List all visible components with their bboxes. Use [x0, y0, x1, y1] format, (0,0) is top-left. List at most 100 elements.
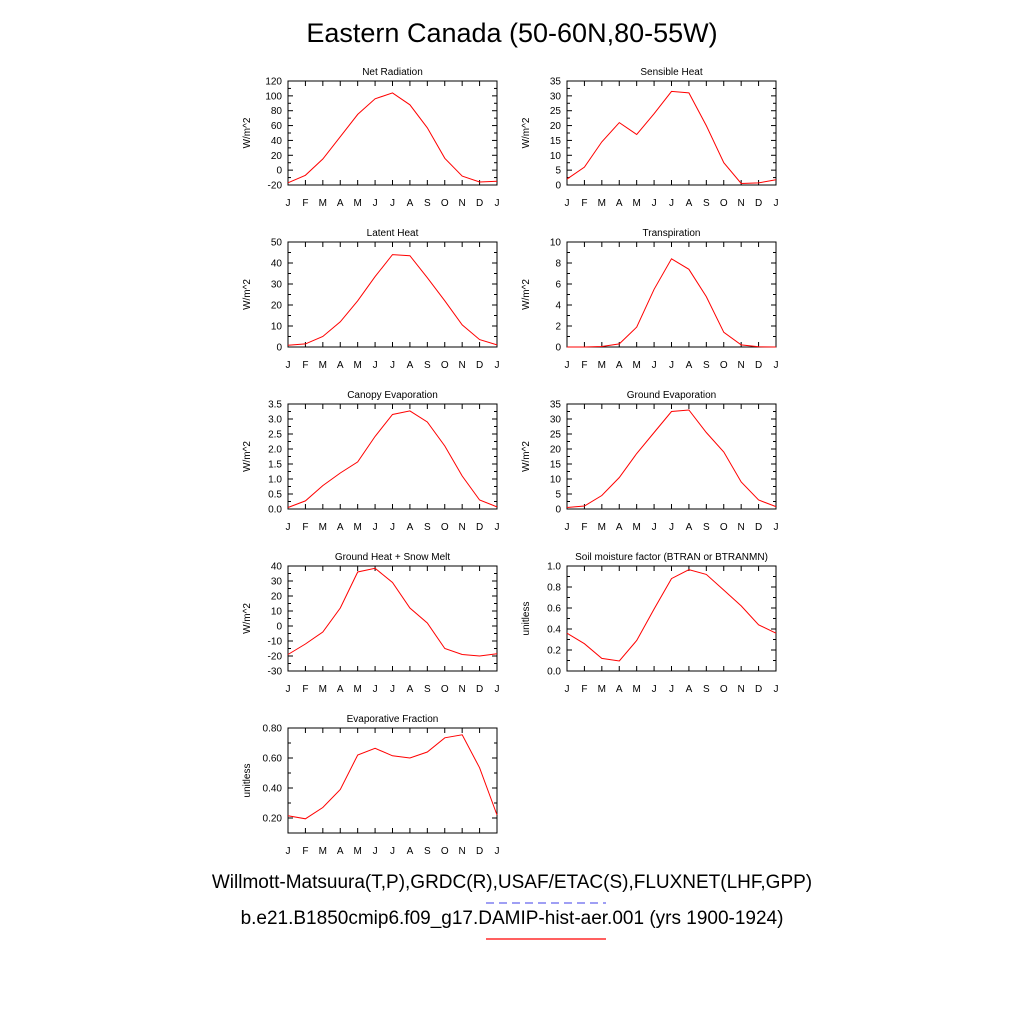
x-tick-label: D — [476, 846, 483, 857]
x-tick-label: J — [390, 522, 395, 533]
y-tick-label: 0 — [276, 343, 282, 354]
page-title: Eastern Canada (50-60N,80-55W) — [306, 18, 718, 48]
panel-title: Latent Heat — [367, 228, 419, 239]
x-tick-label: J — [373, 360, 378, 371]
panel-title: Ground Heat + Snow Melt — [335, 552, 451, 563]
x-tick-label: F — [302, 522, 308, 533]
x-tick-label: D — [755, 360, 762, 371]
legend-model-label: b.e21.B1850cmip6.f09_g17.DAMIP-hist-aer.… — [240, 908, 784, 929]
x-tick-label: D — [476, 198, 483, 209]
x-tick-label: J — [390, 846, 395, 857]
y-tick-label: 10 — [550, 475, 562, 486]
y-tick-label: -30 — [268, 667, 283, 678]
y-tick-label: 60 — [271, 121, 283, 132]
x-tick-label: D — [755, 198, 762, 209]
x-tick-label: D — [476, 684, 483, 695]
x-tick-label: J — [495, 684, 500, 695]
x-tick-label: J — [774, 684, 779, 695]
y-axis-label: W/m^2 — [242, 603, 253, 634]
series-line — [566, 409, 777, 508]
y-tick-label: 120 — [265, 77, 282, 88]
y-tick-label: 2.5 — [268, 430, 282, 441]
x-tick-label: M — [353, 522, 361, 533]
y-tick-label: 0.80 — [263, 724, 283, 735]
x-tick-label: F — [302, 684, 308, 695]
x-tick-label: S — [424, 684, 431, 695]
x-tick-label: A — [407, 846, 414, 857]
x-tick-label: J — [373, 846, 378, 857]
y-tick-label: 50 — [271, 238, 283, 249]
panel-title: Transpiration — [643, 228, 701, 239]
x-tick-label: M — [319, 522, 327, 533]
x-tick-label: A — [616, 198, 623, 209]
x-tick-label: M — [598, 522, 606, 533]
x-tick-label: A — [337, 684, 344, 695]
x-tick-label: J — [774, 360, 779, 371]
series-line — [287, 567, 498, 657]
x-tick-label: N — [459, 198, 466, 209]
x-tick-label: S — [424, 846, 431, 857]
y-tick-label: 30 — [550, 91, 562, 102]
x-tick-label: D — [476, 360, 483, 371]
series-line — [287, 92, 498, 184]
legend-obs-label: Willmott-Matsuura(T,P),GRDC(R),USAF/ETAC… — [211, 872, 813, 893]
x-tick-label: A — [616, 684, 623, 695]
x-tick-label: J — [669, 684, 674, 695]
series-line — [567, 258, 777, 348]
y-axis-label: W/m^2 — [521, 117, 532, 148]
x-tick-label: S — [703, 198, 710, 209]
x-tick-label: A — [407, 684, 414, 695]
y-tick-label: 0 — [555, 505, 561, 516]
x-tick-label: M — [319, 360, 327, 371]
x-tick-label: J — [390, 684, 395, 695]
x-tick-label: J — [286, 846, 291, 857]
plot-frame — [287, 80, 498, 186]
x-tick-label: J — [390, 198, 395, 209]
x-tick-label: M — [319, 684, 327, 695]
plot-frame — [287, 727, 498, 834]
x-tick-label: J — [495, 360, 500, 371]
y-tick-label: 20 — [550, 121, 562, 132]
x-tick-label: J — [669, 360, 674, 371]
plot-frame — [287, 241, 498, 348]
y-tick-label: 40 — [271, 562, 283, 573]
x-tick-label: A — [337, 846, 344, 857]
x-tick-label: N — [459, 684, 466, 695]
x-tick-label: M — [319, 846, 327, 857]
x-tick-label: J — [373, 684, 378, 695]
x-tick-label: A — [337, 360, 344, 371]
x-tick-label: M — [632, 360, 640, 371]
x-tick-label: A — [686, 198, 693, 209]
x-tick-label: M — [632, 684, 640, 695]
x-tick-label: F — [302, 360, 308, 371]
x-tick-label: M — [598, 360, 606, 371]
x-tick-label: J — [286, 198, 291, 209]
x-tick-label: S — [703, 522, 710, 533]
x-tick-label: D — [755, 684, 762, 695]
y-tick-label: 35 — [550, 77, 562, 88]
y-tick-label: 20 — [271, 592, 283, 603]
x-tick-label: M — [353, 360, 361, 371]
y-tick-label: 40 — [271, 136, 283, 147]
x-tick-label: O — [720, 522, 728, 533]
y-tick-label: 2 — [555, 322, 561, 333]
x-tick-label: F — [302, 846, 308, 857]
panel-title: Canopy Evaporation — [347, 390, 438, 401]
x-tick-label: F — [302, 198, 308, 209]
x-tick-label: M — [353, 198, 361, 209]
y-tick-label: -10 — [268, 637, 283, 648]
legend-obs-swatch — [486, 902, 606, 904]
x-tick-label: J — [373, 522, 378, 533]
x-tick-label: J — [652, 360, 657, 371]
x-tick-label: A — [337, 522, 344, 533]
x-tick-label: J — [286, 360, 291, 371]
y-tick-label: 10 — [550, 238, 562, 249]
y-tick-label: 0.4 — [547, 625, 561, 636]
y-tick-label: 0.5 — [268, 490, 282, 501]
x-tick-label: O — [441, 198, 449, 209]
x-tick-label: O — [720, 684, 728, 695]
y-tick-label: 30 — [550, 415, 562, 426]
